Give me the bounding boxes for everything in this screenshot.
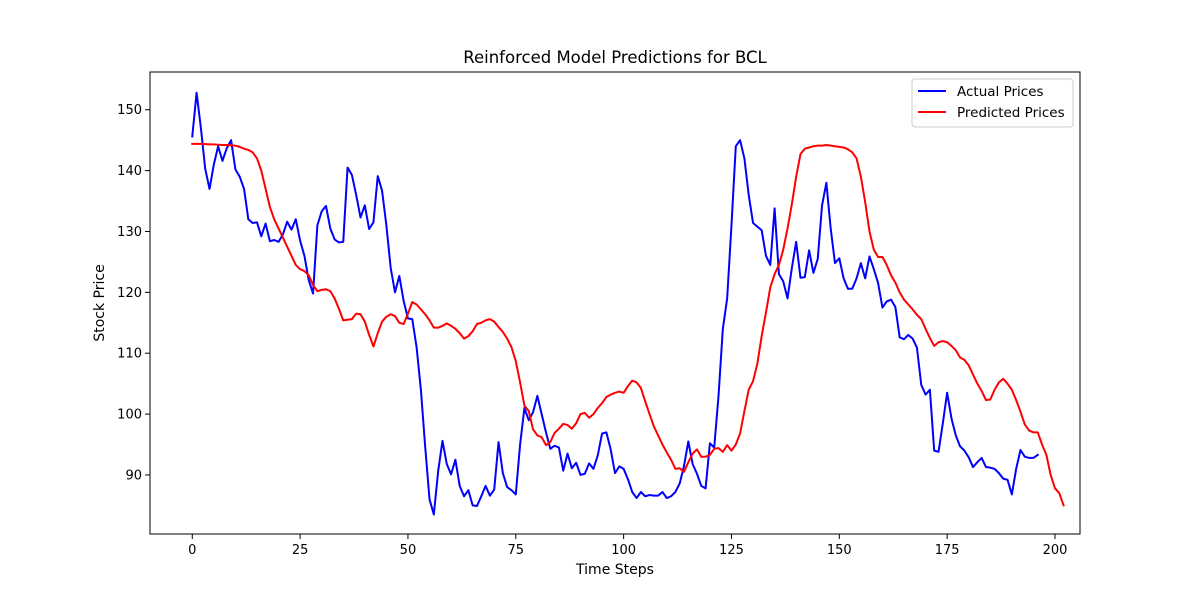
legend-label-actual-prices: Actual Prices — [957, 84, 1044, 100]
y-tick-label: 110 — [117, 347, 142, 362]
x-tick-label: 0 — [188, 543, 196, 558]
x-tick-label: 200 — [1043, 543, 1068, 558]
x-tick-label: 175 — [935, 543, 960, 558]
x-tick-label: 125 — [719, 543, 744, 558]
x-tick-label: 75 — [508, 543, 525, 558]
x-axis: 0 25 50 75 100 125 150 175 200 — [188, 534, 1067, 558]
y-tick-label: 130 — [117, 225, 142, 240]
chart-title: Reinforced Model Predictions for BCL — [463, 48, 767, 67]
y-tick-label: 120 — [117, 286, 142, 301]
x-axis-label: Time Steps — [575, 562, 654, 578]
plot-frame — [149, 71, 1081, 535]
x-tick-label: 50 — [400, 543, 417, 558]
y-axis-label: Stock Price — [92, 264, 108, 341]
plot-lines — [191, 91, 1065, 516]
y-tick-label: 100 — [117, 408, 142, 423]
x-tick-label: 100 — [611, 543, 636, 558]
legend: Actual Prices Predicted Prices — [911, 78, 1074, 128]
y-tick-label: 150 — [117, 103, 142, 118]
x-tick-label: 150 — [827, 543, 852, 558]
x-tick-label: 25 — [292, 543, 309, 558]
legend-box — [911, 78, 1074, 128]
series-line-predicted-prices — [191, 142, 1065, 507]
y-tick-label: 140 — [117, 164, 142, 179]
y-axis: 90 100 110 120 130 140 150 — [117, 103, 150, 483]
legend-label-predicted-prices: Predicted Prices — [957, 105, 1065, 121]
y-tick-label: 90 — [125, 468, 142, 483]
series-line-actual-prices — [191, 91, 1040, 516]
